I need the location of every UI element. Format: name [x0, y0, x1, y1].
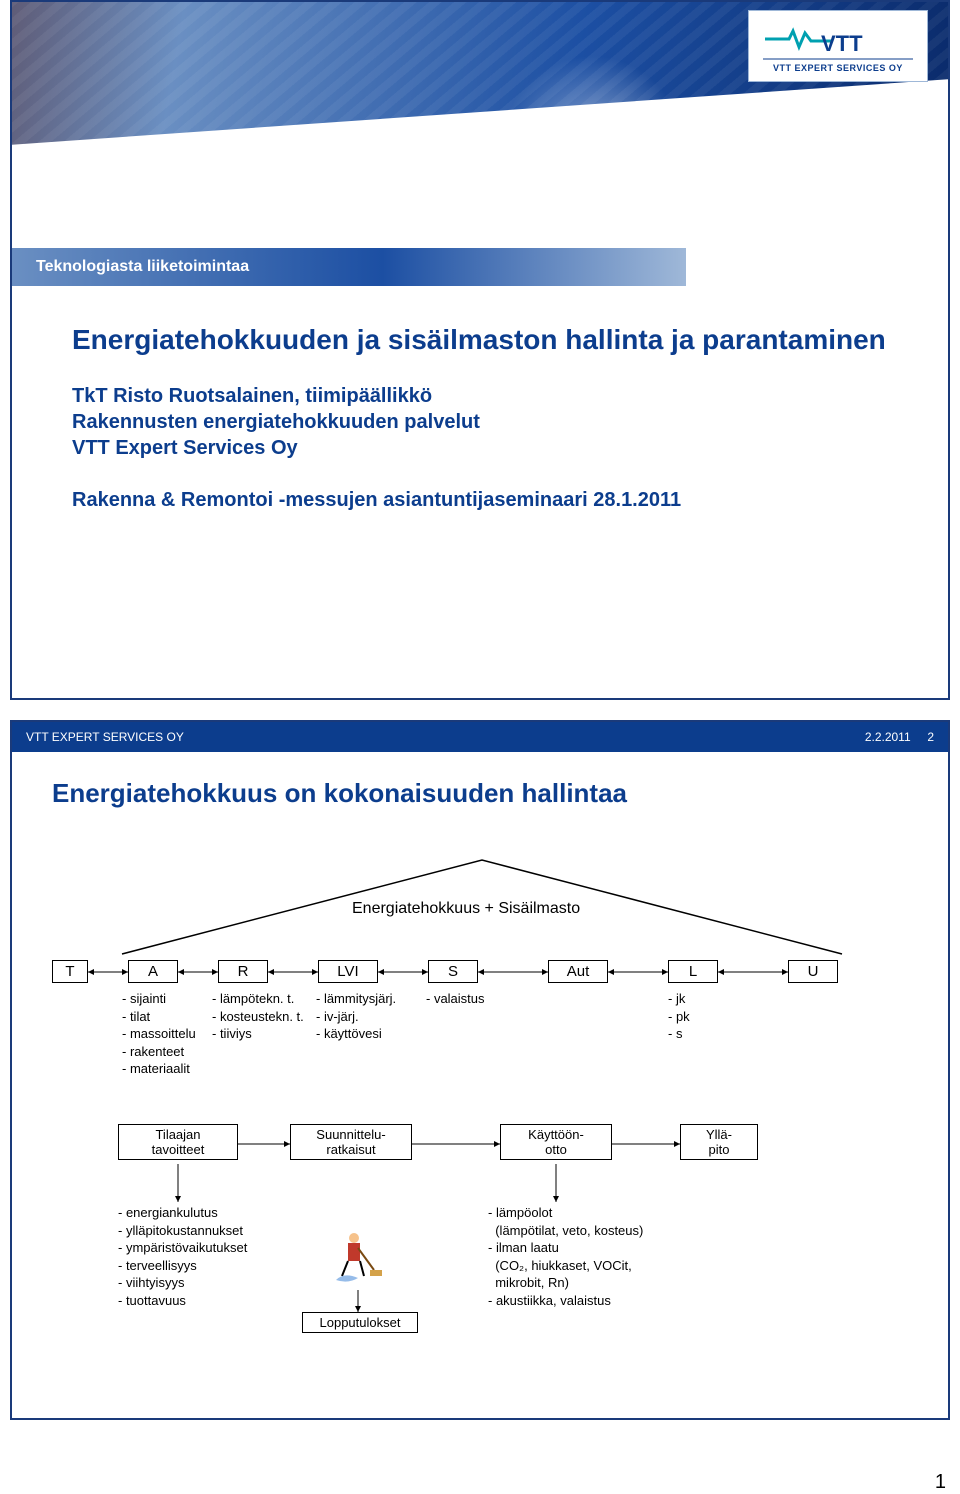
- node-S: S: [428, 960, 478, 983]
- node-LVI: LVI: [318, 960, 378, 983]
- node-A: A: [128, 960, 178, 983]
- footer-date: 2.2.2011: [865, 730, 911, 744]
- dept: Rakennusten energiatehokkuuden palvelut: [72, 409, 888, 435]
- footer-left: VTT EXPERT SERVICES OY: [26, 730, 184, 744]
- footer-right: 2.2.2011 2: [865, 730, 934, 744]
- node-L: L: [668, 960, 718, 983]
- box-suunnittelu: Suunnittelu- ratkaisut: [290, 1124, 412, 1160]
- node-Aut: Aut: [548, 960, 608, 983]
- logo-primary: VTT: [821, 31, 863, 56]
- presenter: TkT Risto Ruotsalainen, tiimipäällikkö: [72, 383, 888, 409]
- slide1-body: Energiatehokkuuden ja sisäilmaston halli…: [72, 322, 888, 512]
- box-tilaajan: Tilaajan tavoitteet: [118, 1124, 238, 1160]
- node-U: U: [788, 960, 838, 983]
- col-R: - lämpötekn. t.- kosteustekn. t.- tiiviy…: [212, 990, 332, 1043]
- col-L: - jk- pk- s: [668, 990, 728, 1043]
- tagline-text: Teknologiasta liiketoimintaa: [36, 248, 249, 286]
- org: VTT Expert Services Oy: [72, 435, 888, 461]
- slide1-header: VTT VTT EXPERT SERVICES OY: [12, 2, 948, 162]
- slide1-title: Energiatehokkuuden ja sisäilmaston halli…: [72, 322, 888, 357]
- slide-1: VTT VTT EXPERT SERVICES OY Teknologiasta…: [10, 0, 950, 700]
- right-list: - lämpöolot (lämpötilat, veto, kosteus)-…: [488, 1204, 748, 1309]
- box-yllapito: Yllä- pito: [680, 1124, 758, 1160]
- slide2-title: Energiatehokkuus on kokonaisuuden hallin…: [52, 778, 948, 809]
- slide2-footer-bar: VTT EXPERT SERVICES OY 2.2.2011 2: [12, 722, 948, 752]
- logo-secondary: VTT EXPERT SERVICES OY: [773, 63, 903, 73]
- col-S: - valaistus: [426, 990, 526, 1008]
- page-number: 1: [935, 1471, 946, 1494]
- roof-label: Energiatehokkuus + Sisäilmasto: [352, 898, 580, 920]
- vtt-logo: VTT VTT EXPERT SERVICES OY: [748, 10, 928, 82]
- box-kaytto: Käyttöön- otto: [500, 1124, 612, 1160]
- diagram-canvas: Energiatehokkuus + Sisäilmasto T A R LVI…: [52, 842, 908, 1398]
- node-T: T: [52, 960, 88, 983]
- tagline-bar: Teknologiasta liiketoimintaa: [12, 248, 948, 286]
- slide-2: VTT EXPERT SERVICES OY 2.2.2011 2 Energi…: [10, 720, 950, 1420]
- left-list: - energiankulutus- ylläpitokustannukset-…: [118, 1204, 308, 1309]
- col-LVI: - lämmitysjärj.- iv-järj.- käyttövesi: [316, 990, 436, 1043]
- diagram-wires: [52, 842, 908, 1398]
- footer-page: 2: [927, 730, 934, 744]
- event: Rakenna & Remontoi -messujen asiantuntij…: [72, 489, 888, 512]
- cleaner-icon: [334, 1230, 382, 1286]
- node-R: R: [218, 960, 268, 983]
- box-lopputulokset: Lopputulokset: [302, 1312, 418, 1333]
